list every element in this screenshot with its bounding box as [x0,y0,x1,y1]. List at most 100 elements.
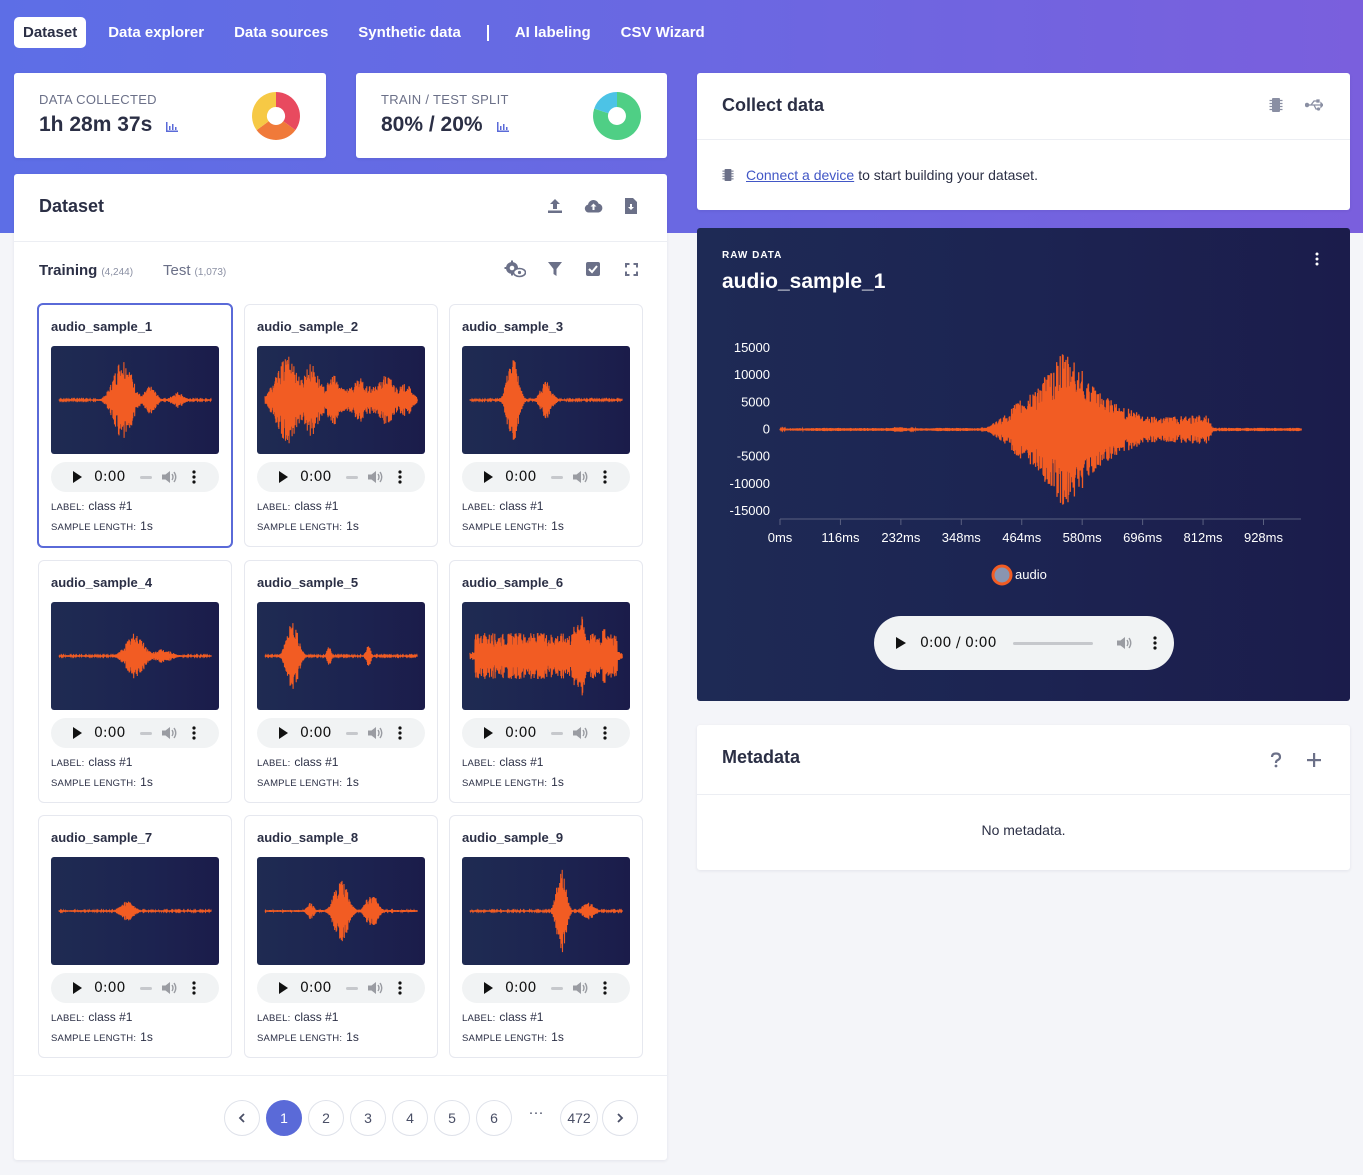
nav-csv-wizard[interactable]: CSV Wizard [620,24,705,41]
sample-player-seek[interactable] [140,475,153,479]
player-more-icon[interactable] [192,470,197,484]
label-key: LABEL: [257,758,291,769]
play-icon[interactable] [484,727,493,739]
volume-icon[interactable] [368,726,384,740]
nav-ai-labeling[interactable]: AI labeling [514,24,591,41]
connect-device-link[interactable]: Connect a device [746,167,855,183]
sample-label: class #1 [499,1010,544,1024]
player-more-icon[interactable] [1152,636,1157,650]
sample-length: 1s [140,519,153,533]
chip-icon[interactable] [1265,94,1287,116]
metadata-title: Metadata [722,747,801,767]
page-button-3[interactable]: 3 [350,1100,386,1136]
pagination: 1 2 3 4 5 6 ··· 472 [14,1075,667,1160]
waveform-path [469,869,623,953]
prev-page-button[interactable] [224,1100,260,1136]
waveform-path [469,616,623,696]
nav-synthetic-data[interactable]: Synthetic data [358,24,461,41]
nav-data-sources[interactable]: Data sources [234,24,329,41]
sample-player-seek[interactable] [551,475,564,479]
sample-card[interactable]: audio_sample_5 0:00 LABEL: class #1 SAMPL… [244,560,438,803]
sample-player-seek[interactable] [140,731,153,735]
legend-label[interactable]: audio [1015,567,1047,582]
expand-icon[interactable] [620,258,642,280]
sample-card[interactable]: audio_sample_7 0:00 LABEL: class #1 SAMPL… [38,815,232,1058]
filter-icon[interactable] [544,258,566,280]
volume-icon[interactable] [162,470,178,484]
volume-icon[interactable] [162,981,178,995]
player-more-icon[interactable] [398,470,403,484]
label-key: LABEL: [462,1013,496,1024]
player-more-icon[interactable] [603,981,608,995]
play-icon[interactable] [896,637,906,649]
sample-card[interactable]: audio_sample_9 0:00 LABEL: class #1 SAMPL… [449,815,643,1058]
page-button-4[interactable]: 4 [392,1100,428,1136]
volume-icon[interactable] [1116,636,1133,650]
play-icon[interactable] [279,727,288,739]
sample-length-row: SAMPLE LENGTH: 1s [51,1030,153,1044]
player-more-icon[interactable] [603,726,608,740]
usb-icon[interactable] [1303,94,1325,116]
sample-player-seek[interactable] [551,986,564,990]
more-vertical-icon[interactable] [1306,248,1328,270]
sample-label-row: LABEL: class #1 [51,755,132,769]
player-more-icon[interactable] [398,726,403,740]
sample-card[interactable]: audio_sample_4 0:00 LABEL: class #1 SAMPL… [38,560,232,803]
sample-player-seek[interactable] [551,731,564,735]
sample-card[interactable]: audio_sample_6 0:00 LABEL: class #1 SAMPL… [449,560,643,803]
play-icon[interactable] [484,471,493,483]
nav-dataset[interactable]: Dataset [14,17,87,48]
page-button-last[interactable]: 472 [560,1100,598,1136]
sample-card[interactable]: audio_sample_1 0:00 LABEL: class #1 SAMPL… [37,303,233,548]
cloud-upload-icon[interactable] [582,195,604,217]
sample-player-seek[interactable] [346,731,359,735]
waveform-graphic [264,880,418,942]
player-more-icon[interactable] [398,981,403,995]
sample-player-seek[interactable] [140,986,153,990]
play-icon[interactable] [279,982,288,994]
sample-card[interactable]: audio_sample_8 0:00 LABEL: class #1 SAMPL… [244,815,438,1058]
tab-training[interactable]: Training (4,244) [39,262,133,279]
player-more-icon[interactable] [192,981,197,995]
length-key: SAMPLE LENGTH: [462,1033,548,1044]
upload-icon[interactable] [544,195,566,217]
player-more-icon[interactable] [192,726,197,740]
nav-data-explorer[interactable]: Data explorer [108,24,205,41]
add-icon[interactable] [1303,749,1325,771]
volume-icon[interactable] [368,470,384,484]
page-button-2[interactable]: 2 [308,1100,344,1136]
volume-icon[interactable] [573,470,589,484]
page-button-1[interactable]: 1 [266,1100,302,1136]
legend-marker[interactable] [991,564,1013,586]
player-more-icon[interactable] [603,470,608,484]
help-icon[interactable] [1265,749,1287,771]
volume-icon[interactable] [368,981,384,995]
volume-icon[interactable] [573,726,589,740]
bar-chart-icon[interactable] [496,121,509,132]
x-tick-label: 928ms [1244,530,1284,545]
sample-length-row: SAMPLE LENGTH: 1s [462,1030,564,1044]
page-button-5[interactable]: 5 [434,1100,470,1136]
metadata-header: Metadata [697,725,1350,795]
sample-player-seek[interactable] [346,475,359,479]
sample-player-seek[interactable] [346,986,359,990]
play-icon[interactable] [73,982,82,994]
checkbox-select-icon[interactable] [582,258,604,280]
raw-player-seek-slider[interactable] [1012,641,1093,645]
play-icon[interactable] [484,982,493,994]
volume-icon[interactable] [162,726,178,740]
eye-settings-icon[interactable] [504,258,526,280]
volume-icon[interactable] [573,981,589,995]
sample-card[interactable]: audio_sample_2 0:00 LABEL: class #1 SAMPL… [244,304,438,547]
tab-test[interactable]: Test (1,073) [163,262,226,279]
play-icon[interactable] [73,471,82,483]
bar-chart-icon[interactable] [166,121,179,132]
play-icon[interactable] [279,471,288,483]
play-icon[interactable] [73,727,82,739]
page-button-6[interactable]: 6 [476,1100,512,1136]
length-key: SAMPLE LENGTH: [51,522,137,533]
sample-card[interactable]: audio_sample_3 0:00 LABEL: class #1 SAMPL… [449,304,643,547]
export-file-icon[interactable] [620,195,642,217]
sample-waveform [462,346,630,454]
next-page-button[interactable] [602,1100,638,1136]
